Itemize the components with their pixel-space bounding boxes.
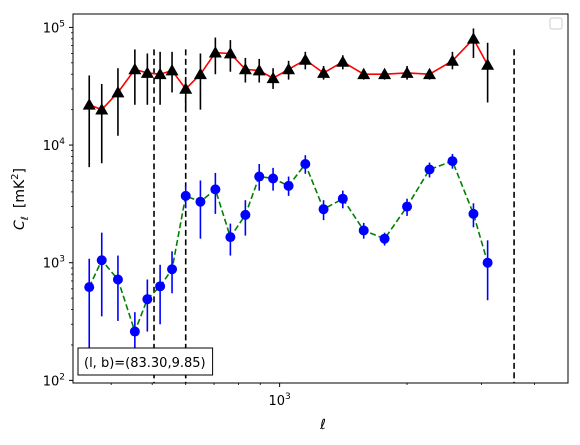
series-0-point-0	[82, 98, 96, 110]
svg-text:Cℓ[mK2]: Cℓ [mK2]	[10, 168, 31, 230]
series-1-point-24	[482, 257, 493, 268]
series-0-point-19	[378, 67, 392, 80]
series-1-point-19	[379, 233, 390, 244]
series-0-point-15	[298, 53, 312, 65]
annotation-text: (l, b)=(83.30,9.85)	[84, 356, 206, 371]
y-axis-label-unit-sup: 2	[10, 173, 21, 179]
series-0-point-2	[111, 85, 125, 98]
legend-box	[549, 17, 563, 30]
series-1-point-12	[254, 171, 265, 182]
series-0-point-8	[193, 67, 207, 80]
series-1-point-3	[129, 326, 140, 337]
series-0-point-1	[95, 103, 109, 115]
y-tick-label-0: 102	[43, 372, 65, 389]
series-1-point-21	[424, 164, 435, 175]
series-1-point-17	[337, 193, 348, 204]
y-axis-label-main: C	[12, 220, 28, 230]
series-1-point-13	[268, 173, 279, 184]
series-1-point-15	[300, 159, 311, 170]
axes-frame	[72, 13, 569, 384]
series-0-point-21	[423, 67, 437, 80]
series-0-point-14	[282, 62, 296, 75]
annotation-box: (l, b)=(83.30,9.85)	[77, 347, 214, 376]
series-1-point-8	[195, 196, 206, 207]
series-1-point-2	[112, 274, 123, 285]
y-axis-label-unit: [mK	[12, 179, 28, 208]
series-1-point-18	[358, 225, 369, 236]
x-tick-label-0: 103	[268, 392, 290, 409]
series-0-point-24	[481, 58, 495, 70]
y-tick-label-1: 103	[43, 255, 65, 272]
series-1-point-20	[402, 201, 413, 212]
series-0-point-22	[445, 54, 459, 66]
series-0-point-3	[128, 62, 142, 75]
series-0-point-23	[466, 32, 480, 44]
series-0-point-17	[336, 55, 350, 67]
vertical-lines	[153, 49, 515, 383]
series-1-point-10	[225, 232, 236, 243]
series-0-point-5	[153, 67, 167, 80]
y-axis-label-sub: ℓ	[20, 216, 31, 220]
series-0-point-10	[223, 47, 237, 59]
series-1-point-4	[142, 294, 153, 305]
series-0-point-18	[357, 67, 371, 80]
series-1-point-7	[180, 190, 191, 201]
series-1-point-1	[96, 255, 107, 266]
series-0-point-13	[266, 71, 280, 84]
series-1-point-5	[155, 281, 166, 292]
series-1-point-9	[210, 184, 221, 195]
series-0-point-12	[252, 64, 266, 76]
series-1-point-0	[84, 282, 95, 293]
series-0-point-11	[238, 62, 252, 75]
y-tick-label-3: 105	[43, 19, 65, 36]
series-1-point-14	[283, 180, 294, 191]
series-1-point-6	[167, 264, 178, 275]
series-0-point-6	[165, 64, 179, 76]
series-1-point-23	[468, 208, 479, 219]
series-1-point-16	[318, 204, 329, 215]
series-0-point-7	[179, 82, 193, 94]
y-axis-label-unit-close: ]	[12, 168, 28, 173]
series-1-point-22	[447, 156, 458, 167]
series-0-point-4	[140, 66, 154, 78]
series-0-point-16	[317, 66, 331, 78]
annotation-frame	[77, 347, 214, 376]
y-axis-label: Cℓ [mK2]	[10, 168, 31, 230]
series-0-point-9	[208, 46, 222, 58]
x-axis-label: ℓ	[319, 417, 326, 433]
series-0-point-20	[400, 66, 414, 78]
series-1-point-11	[240, 209, 251, 220]
y-tick-label-2: 104	[43, 137, 66, 154]
